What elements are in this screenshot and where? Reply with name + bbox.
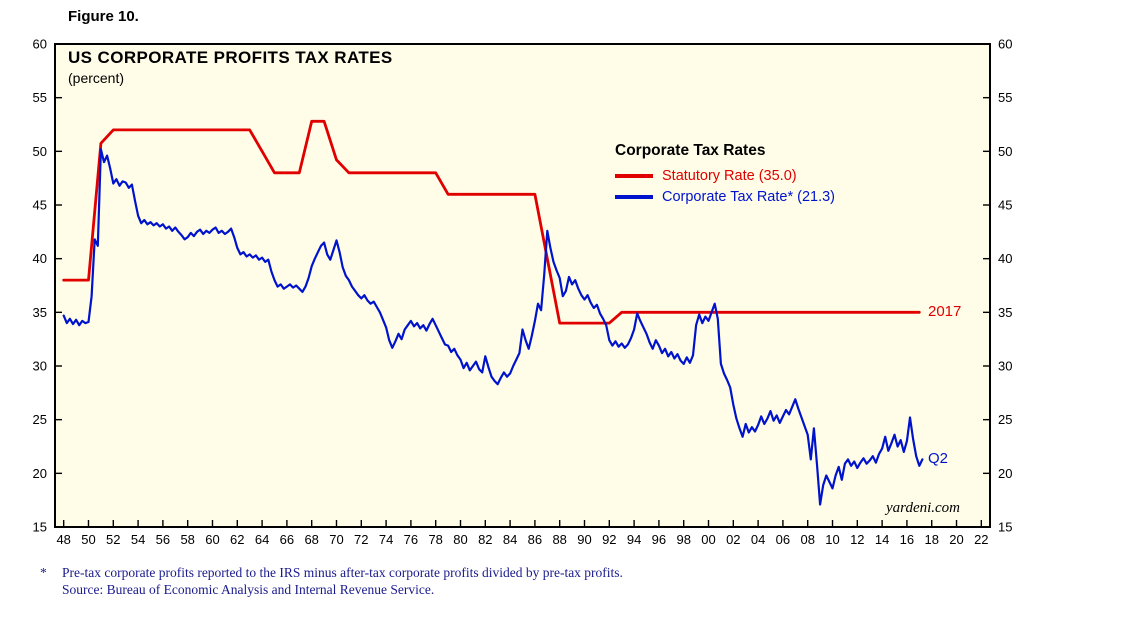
svg-text:90: 90 [577,532,591,547]
svg-text:72: 72 [354,532,368,547]
svg-text:78: 78 [428,532,442,547]
svg-text:74: 74 [379,532,393,547]
legend-label-statutory: Statutory Rate (35.0) [662,167,797,184]
svg-text:54: 54 [131,532,145,547]
annotation-statutory-end: 2017 [928,303,962,320]
svg-text:98: 98 [676,532,690,547]
svg-text:14: 14 [875,532,889,547]
svg-text:40: 40 [998,251,1012,266]
svg-text:35: 35 [998,305,1012,320]
svg-text:18: 18 [924,532,938,547]
footnote-source: Source: Bureau of Economic Analysis and … [62,582,435,597]
svg-text:25: 25 [33,412,47,427]
svg-text:96: 96 [652,532,666,547]
annotation-effective-end: Q2 [928,450,949,467]
svg-text:82: 82 [478,532,492,547]
svg-text:60: 60 [205,532,219,547]
svg-text:15: 15 [998,520,1012,535]
svg-text:04: 04 [751,532,765,547]
svg-text:48: 48 [56,532,70,547]
svg-text:22: 22 [974,532,988,547]
svg-text:15: 15 [33,520,47,535]
svg-text:50: 50 [998,144,1012,159]
svg-text:06: 06 [776,532,790,547]
svg-text:20: 20 [949,532,963,547]
svg-text:35: 35 [33,305,47,320]
svg-text:60: 60 [33,37,47,52]
svg-text:88: 88 [552,532,566,547]
svg-text:10: 10 [825,532,839,547]
svg-text:58: 58 [180,532,194,547]
svg-text:02: 02 [726,532,740,547]
chart-plot-area: 15 15 20 20 25 25 30 30 35 35 40 40 45 45 50 50 55 55 60 60… [33,37,1013,548]
svg-text:55: 55 [33,90,47,105]
chart-title: US CORPORATE PROFITS TAX RATES [68,48,393,67]
svg-text:16: 16 [900,532,914,547]
svg-text:92: 92 [602,532,616,547]
chart-legend: Corporate Tax Rates Statutory Rate (35.0… [615,142,835,207]
svg-text:20: 20 [998,466,1012,481]
svg-text:50: 50 [81,532,95,547]
svg-text:00: 00 [701,532,715,547]
svg-text:62: 62 [230,532,244,547]
effective-line-swatch-icon [615,194,653,199]
svg-text:50: 50 [33,144,47,159]
svg-text:40: 40 [33,251,47,266]
footnote-marker: * [40,565,47,580]
svg-text:55: 55 [998,90,1012,105]
legend-label-effective: Corporate Tax Rate* (21.3) [662,188,836,205]
svg-text:60: 60 [998,37,1012,52]
svg-text:45: 45 [33,198,47,213]
watermark: yardeni.com [886,500,961,516]
figure-label: Figure 10. [68,8,139,25]
svg-text:08: 08 [800,532,814,547]
svg-text:20: 20 [33,466,47,481]
svg-text:80: 80 [453,532,467,547]
svg-text:84: 84 [503,532,517,547]
legend-item-effective: Corporate Tax Rate* (21.3) [615,186,835,207]
svg-text:56: 56 [156,532,170,547]
svg-text:25: 25 [998,412,1012,427]
svg-text:70: 70 [329,532,343,547]
svg-text:30: 30 [998,359,1012,374]
svg-text:12: 12 [850,532,864,547]
footnote-text: Pre-tax corporate profits reported to th… [62,565,623,580]
svg-text:94: 94 [627,532,641,547]
chart-subtitle: (percent) [68,70,125,86]
svg-text:52: 52 [106,532,120,547]
statutory-line-swatch-icon [615,173,653,178]
footnote: * Pre-tax corporate profits reported to t… [40,564,623,598]
svg-text:30: 30 [33,359,47,374]
legend-item-statutory: Statutory Rate (35.0) [615,165,835,186]
svg-text:66: 66 [280,532,294,547]
svg-text:76: 76 [404,532,418,547]
svg-text:45: 45 [998,198,1012,213]
svg-text:86: 86 [528,532,542,547]
footnote-line-1: * Pre-tax corporate profits reported to t… [40,564,623,581]
legend-title: Corporate Tax Rates [615,142,766,159]
svg-text:64: 64 [255,532,269,547]
svg-text:68: 68 [304,532,318,547]
